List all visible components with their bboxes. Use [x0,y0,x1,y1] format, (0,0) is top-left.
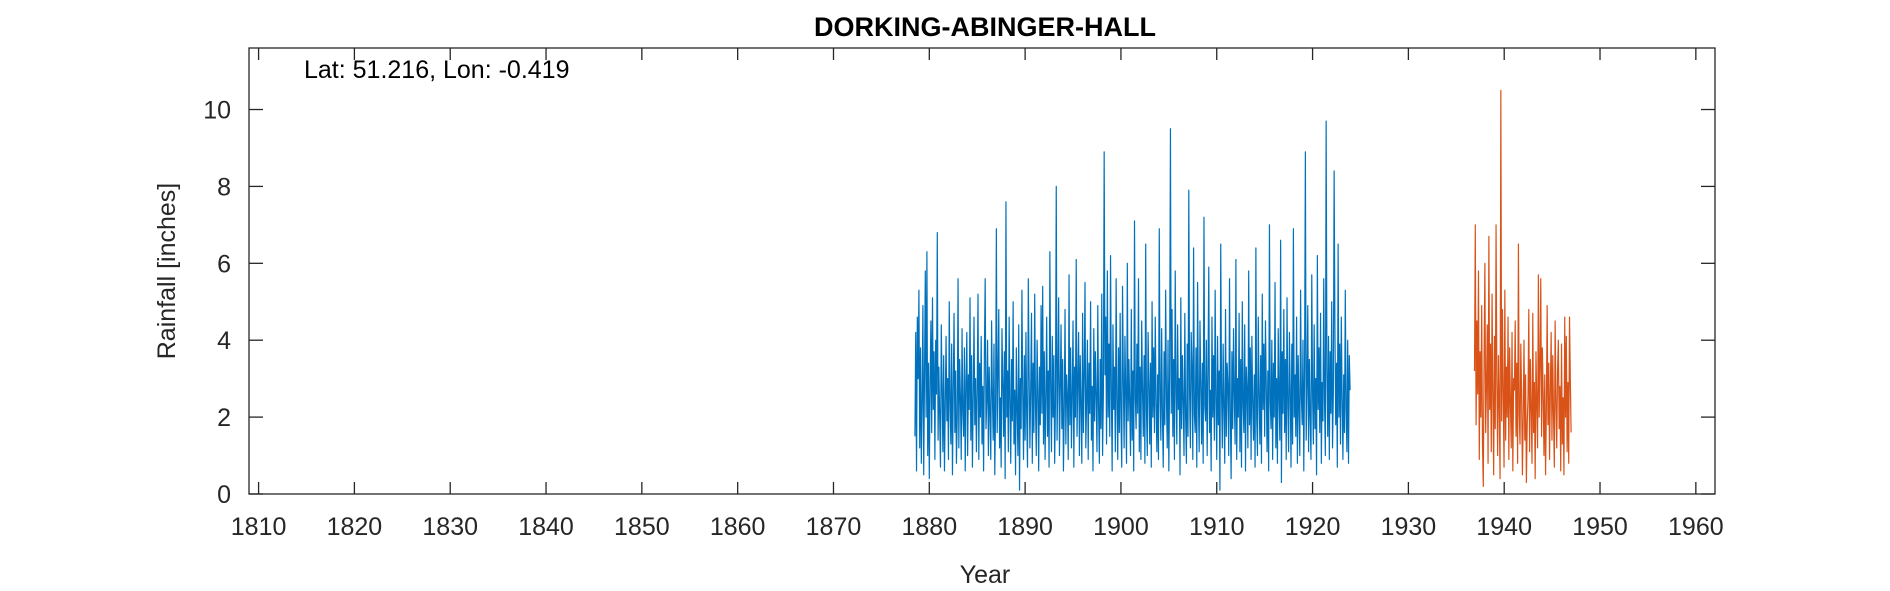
y-axis-label: Rainfall [inches] [153,183,181,359]
location-annotation: Lat: 51.216, Lon: -0.419 [304,56,570,84]
x-tick-label: 1880 [901,513,957,541]
y-tick-label: 10 [203,97,231,125]
y-tick-label: 0 [217,481,231,509]
x-tick-label: 1910 [1189,513,1245,541]
x-tick-label: 1850 [614,513,670,541]
x-tick-label: 1900 [1093,513,1149,541]
x-tick-label: 1860 [710,513,766,541]
chart-title: DORKING-ABINGER-HALL [814,12,1156,42]
x-tick-label: 1840 [518,513,574,541]
y-tick-label: 4 [217,327,231,355]
x-tick-label: 1870 [806,513,862,541]
x-tick-label: 1960 [1668,513,1724,541]
x-tick-label: 1890 [997,513,1053,541]
y-tick-label: 8 [217,173,231,201]
x-tick-label: 1930 [1381,513,1437,541]
x-tick-label: 1810 [231,513,287,541]
axes-box [248,47,1716,495]
series-line-1 [914,120,1351,491]
x-tick-label: 1820 [327,513,383,541]
x-axis-label: Year [960,561,1011,589]
plot-area: 1810 1820 1830 1840 1850 1860 1870 1880 1890 1900… [203,47,1724,541]
y-tick-label: 6 [217,250,231,278]
y-tick-label: 2 [217,404,231,432]
x-tick-label: 1920 [1285,513,1341,541]
x-tick-label: 1830 [422,513,478,541]
x-tick-label: 1940 [1476,513,1532,541]
x-tick-label: 1950 [1572,513,1628,541]
series-line-2 [1473,89,1572,487]
